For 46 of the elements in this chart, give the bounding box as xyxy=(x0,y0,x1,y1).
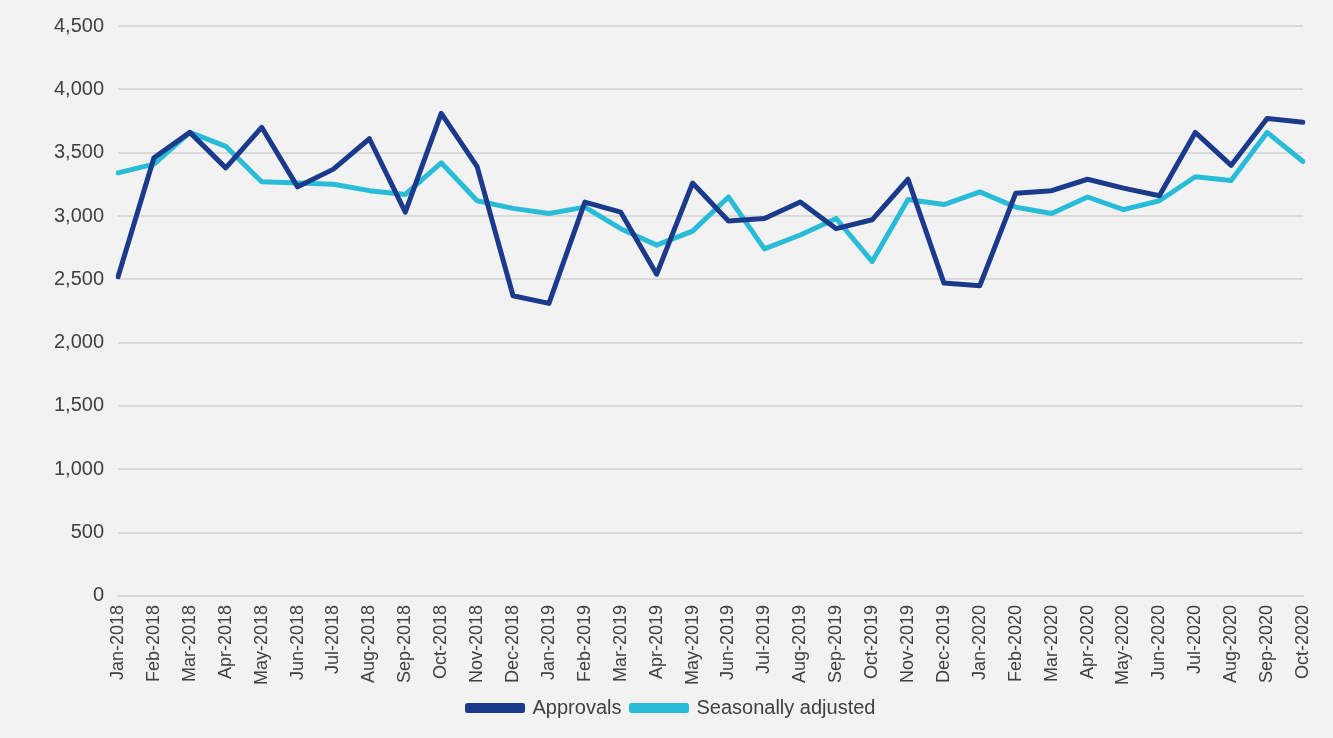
x-tick-label: May-2019 xyxy=(681,604,702,685)
y-tick-label: 1,500 xyxy=(53,393,105,416)
x-tick-label: Mar-2018 xyxy=(178,604,199,682)
legend-label: Seasonally adjusted xyxy=(696,695,876,718)
x-tick-label: Apr-2019 xyxy=(645,604,666,680)
x-tick-label: Oct-2020 xyxy=(1291,604,1312,679)
x-tick-label: Apr-2018 xyxy=(214,604,235,680)
x-tick-label: Jan-2019 xyxy=(537,604,558,681)
y-tick-label: 4,500 xyxy=(53,13,105,36)
x-tick-label: Jun-2019 xyxy=(717,604,738,681)
x-tick-label: Feb-2020 xyxy=(1004,604,1025,683)
x-tick-label: Nov-2018 xyxy=(466,604,487,683)
y-tick-label: 1,000 xyxy=(53,456,105,479)
x-tick-label: Sep-2018 xyxy=(394,604,415,684)
x-tick-label: Sep-2020 xyxy=(1256,604,1277,684)
x-tick-label: Oct-2019 xyxy=(861,604,882,679)
x-tick-label: Aug-2020 xyxy=(1220,604,1241,684)
x-tick-label: Mar-2020 xyxy=(1040,604,1061,682)
x-tick-label: Feb-2019 xyxy=(573,604,594,683)
legend-label: Approvals xyxy=(532,695,622,718)
x-tick-label: Aug-2019 xyxy=(789,604,810,684)
y-tick-label: 0 xyxy=(92,583,105,606)
x-tick-label: Mar-2019 xyxy=(609,604,630,682)
x-tick-label: Dec-2019 xyxy=(932,604,953,683)
x-tick-label: Aug-2018 xyxy=(358,604,379,684)
x-tick-label: Dec-2018 xyxy=(502,604,522,683)
x-tick-label: Nov-2019 xyxy=(896,604,917,683)
x-tick-label: Jan-2020 xyxy=(968,604,989,681)
x-tick-label: Jul-2020 xyxy=(1184,604,1205,674)
y-tick-label: 500 xyxy=(70,520,105,543)
y-tick-label: 3,500 xyxy=(53,140,105,163)
x-tick-label: May-2018 xyxy=(250,604,271,685)
y-tick-label: 2,500 xyxy=(53,266,105,289)
x-tick-label: Jul-2018 xyxy=(322,604,343,674)
x-tick-label: Jan-2018 xyxy=(107,604,128,681)
x-tick-label: Jun-2020 xyxy=(1148,604,1169,681)
x-tick-label: Oct-2018 xyxy=(430,604,451,679)
x-tick-label: Apr-2020 xyxy=(1076,604,1097,680)
x-tick-label: Feb-2018 xyxy=(142,604,163,683)
x-tick-label: Jun-2018 xyxy=(286,604,307,681)
x-tick-label: Sep-2019 xyxy=(825,604,846,684)
x-tick-label: Jul-2019 xyxy=(753,604,774,674)
x-tick-label: May-2020 xyxy=(1112,604,1133,685)
y-tick-label: 3,000 xyxy=(53,203,105,226)
y-tick-label: 4,000 xyxy=(53,76,105,99)
y-tick-label: 2,000 xyxy=(53,330,105,353)
